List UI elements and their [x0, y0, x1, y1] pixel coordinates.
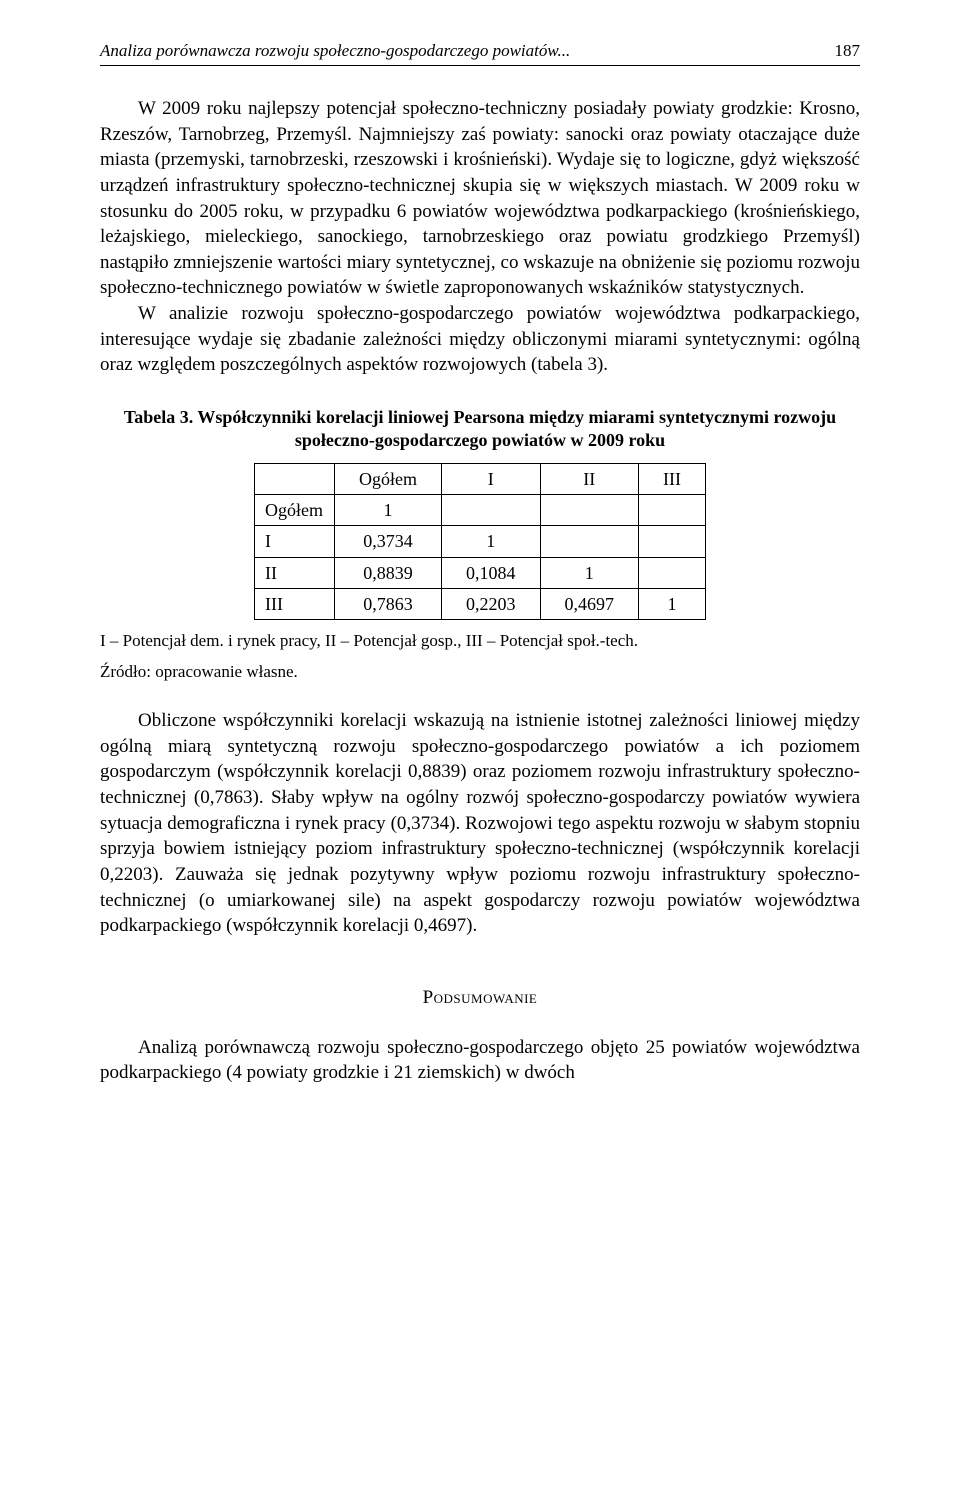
paragraph-2: W analizie rozwoju społeczno-gospodarcze… [100, 301, 860, 378]
table-cell [442, 495, 541, 526]
table-cell [639, 495, 706, 526]
table-header-cell [255, 463, 335, 494]
table-caption: Tabela 3. Współczynniki korelacji liniow… [100, 406, 860, 453]
page-number: 187 [835, 40, 861, 63]
table-cell: 0,8839 [335, 557, 442, 588]
table-cell: 0,4697 [540, 588, 639, 619]
table-cell: 1 [540, 557, 639, 588]
paragraph-3: Obliczone współczynniki korelacji wskazu… [100, 708, 860, 939]
paragraph-4: Analizą porównawczą rozwoju społeczno-go… [100, 1035, 860, 1086]
table-cell: 1 [442, 526, 541, 557]
table-cell: 0,1084 [442, 557, 541, 588]
table-source: Źródło: opracowanie własne. [100, 661, 860, 684]
table-header-cell: I [442, 463, 541, 494]
correlation-table: Ogółem I II III Ogółem 1 I 0,3734 1 II 0… [254, 463, 706, 620]
section-heading-summary: Podsumowanie [100, 985, 860, 1011]
table-cell: I [255, 526, 335, 557]
table-row: II 0,8839 0,1084 1 [255, 557, 706, 588]
table-row: III 0,7863 0,2203 0,4697 1 [255, 588, 706, 619]
table-cell [639, 557, 706, 588]
paragraph-1: W 2009 roku najlepszy potencjał społeczn… [100, 96, 860, 301]
table-cell: II [255, 557, 335, 588]
table-row: Ogółem 1 [255, 495, 706, 526]
running-title: Analiza porównawcza rozwoju społeczno-go… [100, 40, 570, 63]
table-cell: III [255, 588, 335, 619]
table-cell: 0,2203 [442, 588, 541, 619]
table-row: I 0,3734 1 [255, 526, 706, 557]
table-cell: 1 [639, 588, 706, 619]
table-cell: 0,3734 [335, 526, 442, 557]
table-cell [540, 495, 639, 526]
table-cell: 1 [335, 495, 442, 526]
table-legend: I – Potencjał dem. i rynek pracy, II – P… [100, 630, 860, 653]
running-head: Analiza porównawcza rozwoju społeczno-go… [100, 40, 860, 66]
table-cell: 0,7863 [335, 588, 442, 619]
table-header-cell: III [639, 463, 706, 494]
table-cell [540, 526, 639, 557]
table-cell [639, 526, 706, 557]
table-header-cell: II [540, 463, 639, 494]
table-header-row: Ogółem I II III [255, 463, 706, 494]
table-header-cell: Ogółem [335, 463, 442, 494]
table-cell: Ogółem [255, 495, 335, 526]
